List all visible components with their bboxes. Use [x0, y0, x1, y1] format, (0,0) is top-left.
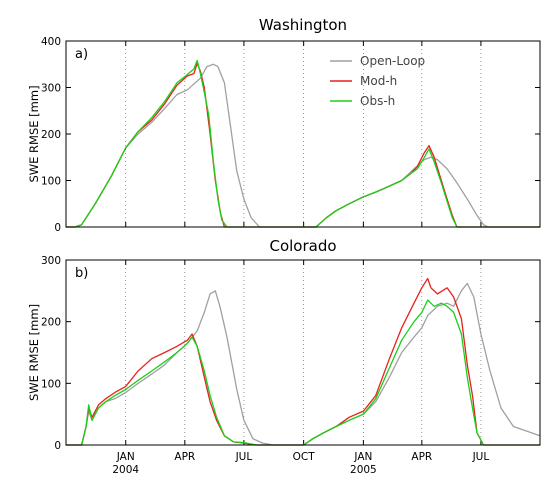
- x-tick-label: JAN: [353, 451, 372, 463]
- legend-label: Obs-h: [360, 94, 395, 108]
- y-axis-label: SWE RMSE [mm]: [27, 85, 41, 182]
- y-tick-label: 100: [41, 176, 61, 188]
- y-tick-label: 200: [41, 317, 61, 329]
- y-tick-label: 200: [41, 129, 61, 141]
- legend-label: Mod-h: [360, 74, 397, 88]
- x-tick-label: JUL: [472, 451, 490, 463]
- x-tick-label: APR: [411, 451, 432, 463]
- y-tick-label: 100: [41, 378, 61, 390]
- panel-label: b): [75, 266, 88, 281]
- y-tick-label: 300: [41, 83, 61, 95]
- legend-label: Open-Loop: [360, 54, 425, 68]
- series-line-open-loop: [66, 282, 541, 446]
- y-tick-label: 300: [41, 255, 61, 267]
- x-tick-label: JAN: [116, 451, 135, 463]
- panel-title: Colorado: [269, 237, 336, 255]
- plot-frame: [65, 259, 541, 446]
- series-line-mod-h: [66, 277, 540, 446]
- plot-frame: [65, 40, 541, 228]
- panel-label: a): [75, 47, 88, 62]
- x-tick-label: APR: [174, 451, 195, 463]
- x-tick-label: JUL: [235, 451, 253, 463]
- panel-title: Washington: [259, 16, 347, 34]
- y-axis-label: SWE RMSE [mm]: [27, 304, 41, 401]
- y-tick-label: 0: [54, 440, 61, 452]
- x-tick-label: OCT: [293, 451, 316, 463]
- y-tick-label: 0: [54, 222, 61, 234]
- x-tick-year: 2005: [350, 464, 377, 476]
- y-tick-label: 400: [41, 36, 61, 48]
- series-line-open-loop: [66, 63, 540, 228]
- x-tick-year: 2004: [112, 464, 139, 476]
